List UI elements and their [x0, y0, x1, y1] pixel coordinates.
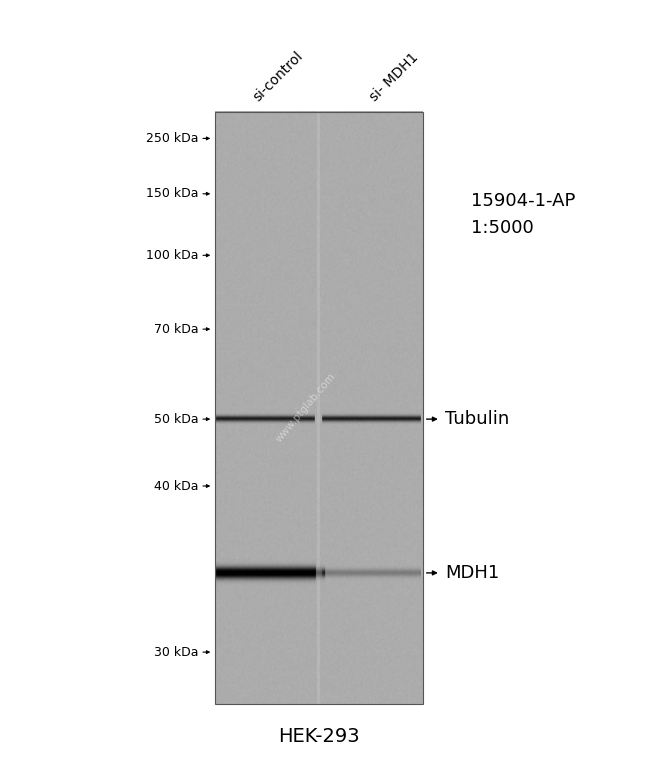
Text: 70 kDa: 70 kDa [153, 323, 198, 335]
Text: www.ptglab.com: www.ptglab.com [274, 371, 337, 444]
Text: 40 kDa: 40 kDa [154, 480, 198, 492]
Text: 150 kDa: 150 kDa [146, 188, 198, 200]
Text: Tubulin: Tubulin [445, 410, 510, 428]
Text: 50 kDa: 50 kDa [153, 413, 198, 425]
Text: 30 kDa: 30 kDa [154, 646, 198, 658]
Text: si-control: si-control [250, 48, 306, 104]
Text: 100 kDa: 100 kDa [146, 249, 198, 261]
Bar [214, 112, 422, 704]
Text: si- MDH1: si- MDH1 [367, 50, 421, 104]
Text: MDH1: MDH1 [445, 564, 499, 582]
Text: 15904-1-AP
1:5000: 15904-1-AP 1:5000 [471, 192, 576, 237]
Text: 250 kDa: 250 kDa [146, 132, 198, 145]
Text: HEK-293: HEK-293 [278, 727, 359, 746]
